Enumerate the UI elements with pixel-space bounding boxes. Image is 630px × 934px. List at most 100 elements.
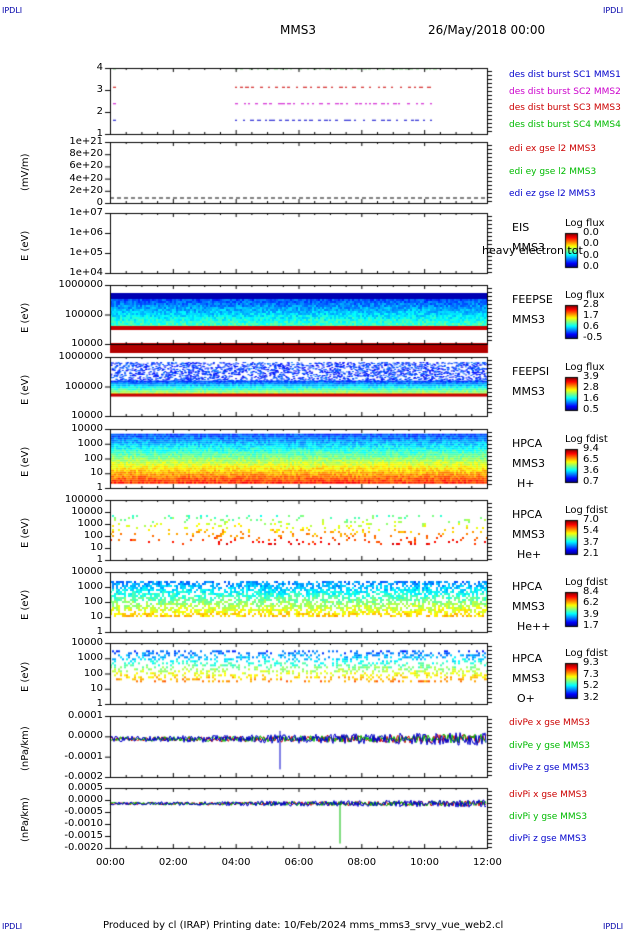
panel-3-ytick: 100000 <box>64 308 103 320</box>
corner-label-bottom-left: IPDLI <box>2 922 23 931</box>
panel-0-legend-item: des dist burst SC2 MMS2 <box>509 86 621 97</box>
panel-3-ylabel: E (eV) <box>20 302 31 333</box>
footer-credit: Produced by cl (IRAP) Printing date: 10/… <box>103 920 504 931</box>
panel-5-colorbar-tick: 0.7 <box>583 476 599 487</box>
x-axis-tick: 04:00 <box>221 857 251 868</box>
panel-6-ylabel: E (eV) <box>20 517 31 548</box>
panel-1-ytick: 2e+20 <box>69 184 103 196</box>
panel-5-colorbar-tick: 9.4 <box>583 443 599 454</box>
panel-7-spacecraft: MMS3 <box>512 600 545 613</box>
panel-4-instrument: FEEPSI <box>512 364 550 378</box>
panel-5-ytick: 100 <box>83 452 103 464</box>
panel-4-ytick: 100000 <box>64 380 103 392</box>
panel-10-legend-item: divPi z gse MMS3 <box>509 834 587 844</box>
panel-1-legend-item: edi ey gse l2 MMS3 <box>509 166 597 177</box>
panel-8-ytick: 1 <box>96 698 103 709</box>
panel-6-instrument: HPCA <box>512 508 543 521</box>
panel-8-colorbar-tick: 5.2 <box>583 680 599 692</box>
panel-7-colorbar-title: Log fdist <box>565 577 608 588</box>
panel-6-species: He+ <box>517 548 542 561</box>
panel-7-colorbar-tick: 6.2 <box>583 597 599 609</box>
panel-8-colorbar-title: Log fdist <box>565 648 608 659</box>
panel-6-colorbar-tick: 3.7 <box>583 536 599 548</box>
x-axis-tick: 00:00 <box>96 857 125 868</box>
panel-10-ytick: -0.0015 <box>64 830 103 841</box>
x-axis-tick: 06:00 <box>284 857 314 868</box>
panel-7-species: He++ <box>517 620 551 633</box>
panel-3-instrument: FEEPSE <box>512 292 553 306</box>
panel-9-legend-item: divPe y gse MMS3 <box>509 740 590 751</box>
panel-2-colorbar-tick: 0.0 <box>583 249 599 261</box>
panel-5-ytick: 10000 <box>71 423 103 434</box>
panel-7-ytick: 1000 <box>77 581 103 592</box>
panel-1-ytick: 6e+20 <box>69 160 103 172</box>
panel-1-ytick: 8e+20 <box>69 148 103 160</box>
panel-5-colorbar-title: Log fdist <box>565 434 608 445</box>
panel-0-ytick: 4 <box>96 62 103 73</box>
x-axis-tick: 08:00 <box>347 857 377 868</box>
panel-7-ylabel: E (eV) <box>20 589 31 620</box>
panel-4-spacecraft: MMS3 <box>512 384 545 398</box>
panel-2-overlay-text: heavy electron tot <box>482 244 583 257</box>
panel-6-colorbar-tick: 5.4 <box>583 525 599 537</box>
panel-0-legend-item: des dist burst SC3 MMS3 <box>509 103 621 114</box>
panel-6-spacecraft: MMS3 <box>512 528 545 541</box>
panel-8-colorbar-tick: 7.3 <box>583 668 599 680</box>
panel-7-colorbar-tick: 3.9 <box>583 608 599 620</box>
panel-6-ytick: 100 <box>83 530 103 541</box>
panel-4-ytick: 10000 <box>71 410 103 421</box>
panel-5-spacecraft: MMS3 <box>512 456 545 470</box>
panel-0-legend-item: des dist burst SC4 MMS4 <box>509 120 621 130</box>
mission-title: MMS3 <box>280 23 316 37</box>
panel-9-ytick: 0.0001 <box>68 710 103 721</box>
x-axis-tick: 12:00 <box>473 857 502 868</box>
panel-9-legend-item: divPe x gse MMS3 <box>509 718 590 728</box>
panel-0-ytick: 1 <box>96 128 103 139</box>
corner-label-top-left: IPDLI <box>2 6 23 15</box>
panel-1-ytick: 1e+21 <box>69 136 103 147</box>
panel-10-ytick: 0.0000 <box>68 794 103 805</box>
panel-10-ytick: -0.0020 <box>64 842 103 853</box>
panel-2-colorbar-tick: 0.0 <box>583 238 599 250</box>
panel-10-legend-item: divPi x gse MMS3 <box>509 790 588 800</box>
panel-5-instrument: HPCA <box>512 436 543 450</box>
panel-2-instrument: EIS <box>512 221 530 234</box>
panel-6-colorbar-tick: 7.0 <box>583 514 599 525</box>
panel-10-ytick: -0.0010 <box>64 818 103 829</box>
panel-9-ylabel: (nPa/km) <box>20 725 31 771</box>
panel-7-colorbar-tick: 8.4 <box>583 586 599 597</box>
panel-9-ytick: -0.0001 <box>64 750 103 762</box>
panel-2-ylabel: E (eV) <box>20 230 31 261</box>
panel-5-ylabel: E (eV) <box>20 446 31 477</box>
panel-7-instrument: HPCA <box>512 580 543 593</box>
panel-4-colorbar-tick: 1.6 <box>583 393 599 404</box>
panel-10-ytick: -0.0005 <box>64 806 103 817</box>
panel-4-colorbar-title: Log flux <box>565 362 605 373</box>
panel-3-colorbar-tick: 2.8 <box>583 299 599 310</box>
panel-7-ytick: 100 <box>83 596 103 607</box>
panel-1-ytick: 4e+20 <box>69 172 103 184</box>
panel-9-legend-item: divPe z gse MMS3 <box>509 763 590 773</box>
panel-7-ytick: 10000 <box>71 566 103 577</box>
panel-2-ytick: 1e+07 <box>69 207 103 218</box>
panel-1-ylabel: (mV/m) <box>20 153 31 191</box>
corner-label-bottom-right: IPDLI <box>603 922 624 931</box>
panel-8-instrument: HPCA <box>512 651 543 665</box>
panel-4-colorbar-tick: 3.9 <box>583 371 599 382</box>
panel-6-colorbar-tick: 2.1 <box>583 548 599 559</box>
panel-1-legend-item: edi ex gse l2 MMS3 <box>509 144 597 154</box>
panel-4-colorbar-tick: 0.5 <box>583 404 599 415</box>
panel-9-ytick: -0.0002 <box>64 771 103 782</box>
panel-10-ylabel: (nPa/km) <box>20 797 31 842</box>
panel-6-ytick: 10000 <box>71 506 103 517</box>
panel-8-colorbar-tick: 9.3 <box>583 657 599 668</box>
panel-4-ylabel: E (eV) <box>20 374 31 405</box>
panel-4-ytick: 1000000 <box>58 351 103 362</box>
panel-3-ytick: 1000000 <box>58 279 103 290</box>
panel-5-ytick: 10 <box>90 467 103 479</box>
panel-4-colorbar-tick: 2.8 <box>583 382 599 393</box>
panel-8-ytick: 10 <box>90 682 103 694</box>
panel-10-legend-item: divPi y gse MMS3 <box>509 812 588 822</box>
panel-8-spacecraft: MMS3 <box>512 671 545 685</box>
